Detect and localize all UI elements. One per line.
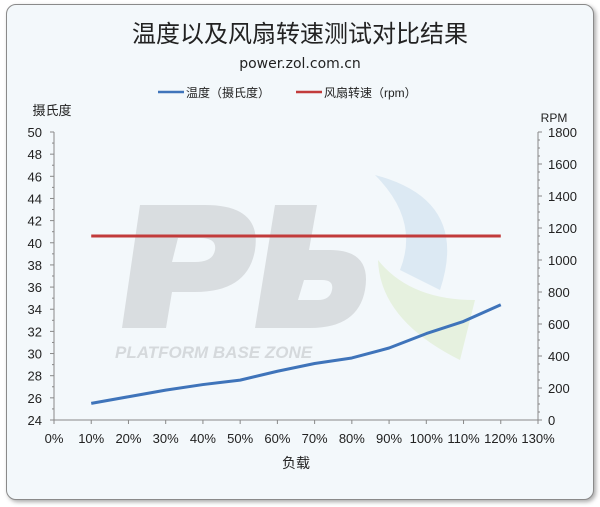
y2-tick-label: 0 <box>548 413 555 428</box>
legend-label: 风扇转速（rpm） <box>324 85 417 100</box>
y-tick-label: 28 <box>28 369 42 384</box>
x-tick-label: 90% <box>376 431 402 446</box>
y2-tick-label: 400 <box>548 349 570 364</box>
y2-tick-label: 1000 <box>548 253 577 268</box>
y-tick-label: 26 <box>28 391 42 406</box>
y-tick-label: 46 <box>28 169 42 184</box>
x-tick-label: 10% <box>78 431 104 446</box>
watermark-logo-b <box>255 205 366 328</box>
series-line-1 <box>90 303 502 405</box>
x-tick-label: 80% <box>339 431 365 446</box>
x-tick-label: 100% <box>410 431 444 446</box>
x-tick-label: 60% <box>264 431 290 446</box>
x-axis-label: 负载 <box>282 455 310 471</box>
x-tick-label: 0% <box>45 431 64 446</box>
watermark-logo-p <box>122 205 256 328</box>
y2-tick-label: 1800 <box>548 125 577 140</box>
watermark-text: PLATFORM BASE ZONE <box>115 343 313 362</box>
y-tick-label: 50 <box>28 125 42 140</box>
y2-tick-label: 1400 <box>548 189 577 204</box>
watermark-swoosh-green <box>378 260 475 360</box>
x-tick-label: 130% <box>521 431 555 446</box>
y-tick-label: 24 <box>28 413 42 428</box>
y2-axis-label: RPM <box>541 111 568 125</box>
y-tick-label: 36 <box>28 280 42 295</box>
legend-label: 温度（摄氏度） <box>186 85 270 100</box>
y2-tick-label: 1600 <box>548 157 577 172</box>
y-axis-label: 摄氏度 <box>32 103 71 118</box>
y2-tick-label: 600 <box>548 317 570 332</box>
chart-title: 温度以及风扇转速测试对比结果 <box>132 20 468 48</box>
y-tick-label: 48 <box>28 147 42 162</box>
x-tick-label: 20% <box>115 431 141 446</box>
y-tick-label: 38 <box>28 258 42 273</box>
y-tick-label: 44 <box>28 191 42 206</box>
x-tick-label: 50% <box>227 431 253 446</box>
x-tick-label: 30% <box>153 431 179 446</box>
y-tick-label: 42 <box>28 214 42 229</box>
x-tick-label: 70% <box>302 431 328 446</box>
x-tick-label: 110% <box>447 431 480 446</box>
y-tick-label: 32 <box>28 324 42 339</box>
y-tick-label: 40 <box>28 236 42 251</box>
y2-tick-label: 200 <box>548 381 570 396</box>
watermark-swoosh-blue <box>375 175 448 290</box>
y2-tick-label: 1200 <box>548 221 577 236</box>
x-tick-label: 120% <box>484 431 518 446</box>
y2-tick-label: 800 <box>548 285 570 300</box>
x-tick-label: 40% <box>190 431 216 446</box>
y-tick-label: 30 <box>28 347 42 362</box>
chart-subtitle: power.zol.com.cn <box>239 56 361 72</box>
y-tick-label: 34 <box>28 302 42 317</box>
